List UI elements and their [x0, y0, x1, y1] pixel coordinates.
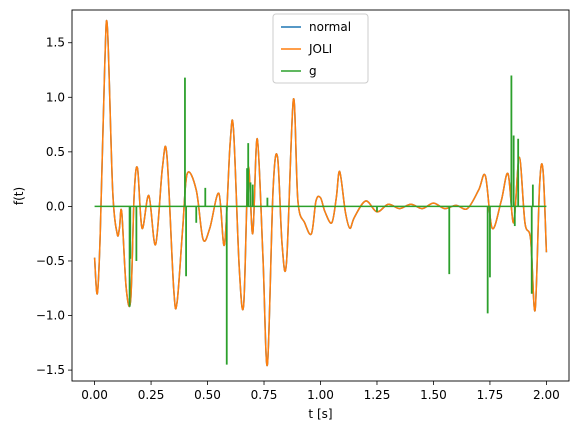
- y-tick-label: 1.5: [46, 36, 65, 50]
- x-tick-label: 1.00: [307, 388, 334, 402]
- legend-box: [272, 13, 369, 84]
- x-tick-label: 0.50: [194, 388, 221, 402]
- x-axis: 0.00 0.25 0.50 0.75 1.00 1.25 1.50 1.75 2.00: [81, 381, 560, 402]
- y-tick-label: 0.5: [46, 145, 65, 159]
- y-axis: −1.5 −1.0 −0.5 0.0 0.5 1.0 1.5: [36, 36, 72, 377]
- y-tick-label: 0.0: [46, 199, 65, 213]
- y-tick-label: −0.5: [36, 254, 65, 268]
- x-tick-label: 0.25: [138, 388, 165, 402]
- legend-label-normal: normal: [309, 20, 351, 34]
- y-axis-label: f(t): [12, 187, 26, 205]
- x-tick-label: 1.50: [420, 388, 447, 402]
- x-tick-label: 1.25: [364, 388, 391, 402]
- series-layer: [93, 19, 548, 367]
- legend: normal JOLI g: [272, 13, 369, 84]
- series-g-group: [94, 75, 547, 365]
- y-tick-label: −1.0: [36, 309, 65, 323]
- legend-label-g: g: [309, 64, 317, 78]
- x-tick-label: 0.00: [81, 388, 108, 402]
- y-tick-label: 1.0: [46, 90, 65, 104]
- x-tick-label: 2.00: [533, 388, 560, 402]
- x-tick-label: 1.75: [477, 388, 504, 402]
- x-axis-label: t [s]: [308, 407, 332, 421]
- y-tick-label: −1.5: [36, 363, 65, 377]
- x-tick-label: 0.75: [251, 388, 278, 402]
- legend-label-JOLI: JOLI: [308, 42, 332, 56]
